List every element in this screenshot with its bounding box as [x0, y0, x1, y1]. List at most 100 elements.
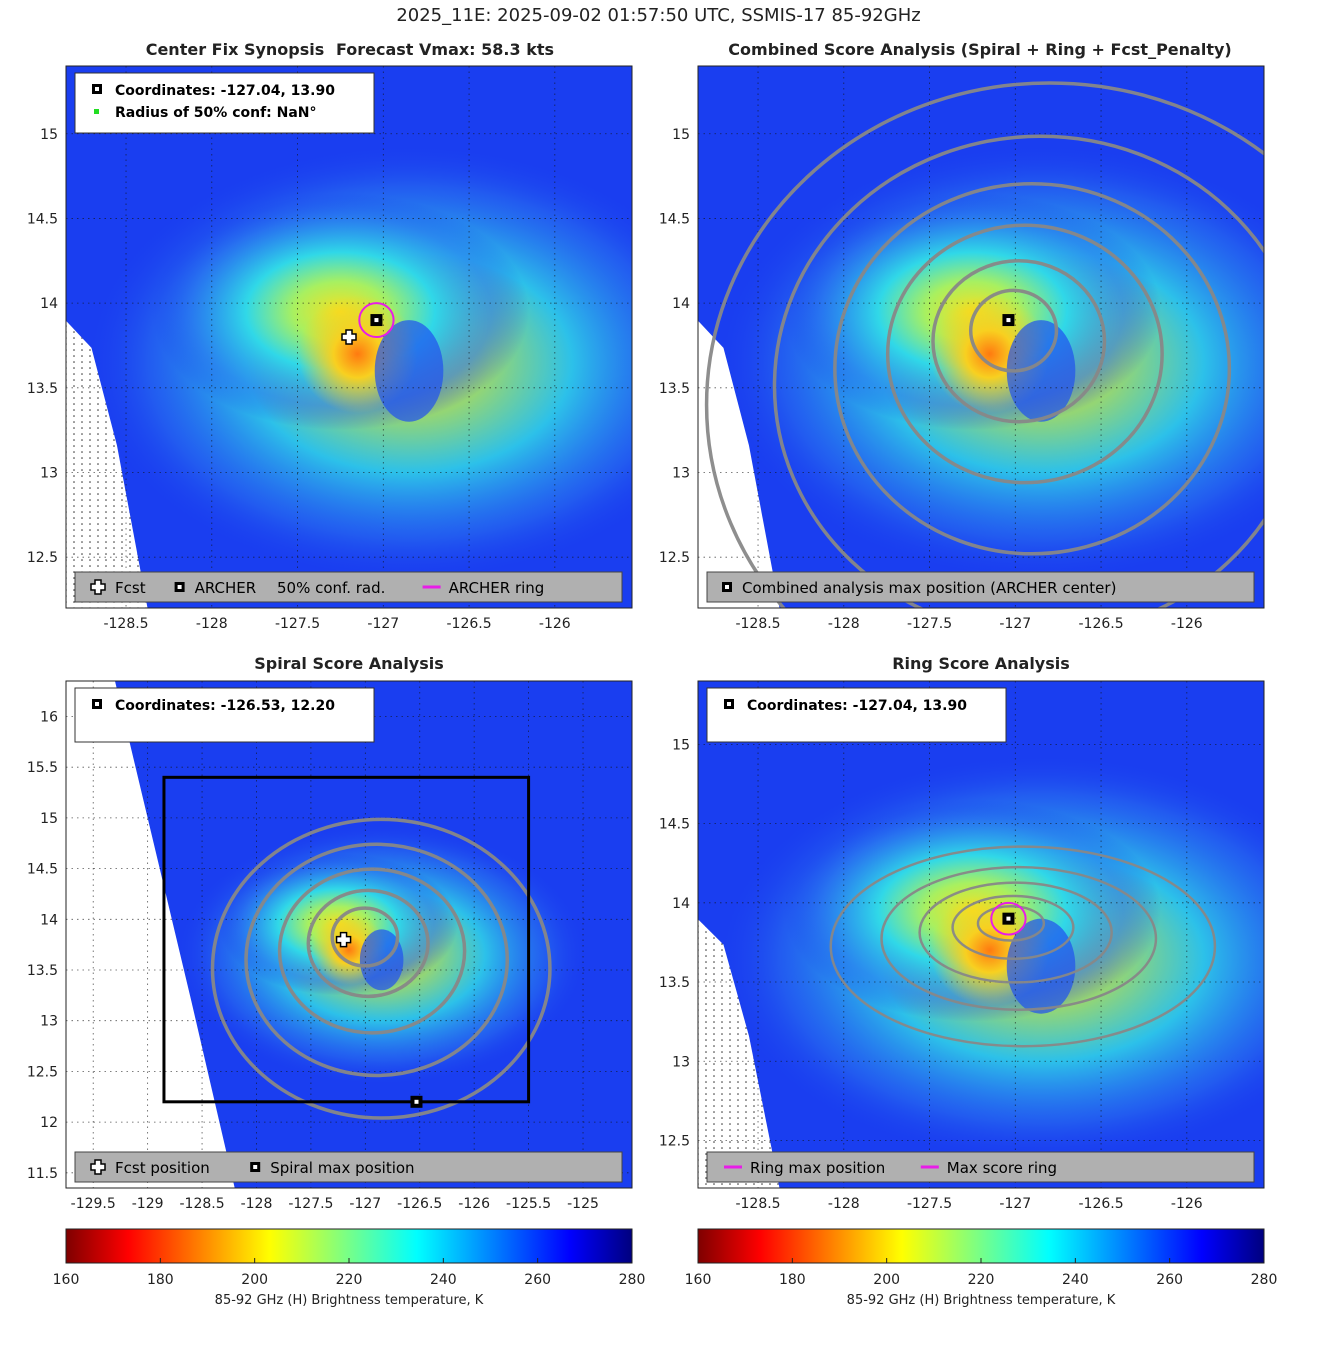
x-tick-label: -128.5 [179, 1196, 224, 1212]
x-tick-label: -128 [828, 1196, 860, 1212]
y-tick-label: 16 [40, 709, 58, 725]
legend-label: Fcst [115, 579, 146, 597]
panel-title-center-fix-right: Forecast Vmax: 58.3 kts [335, 40, 555, 59]
x-tick-label: -125 [567, 1196, 599, 1212]
x-tick-label: -127 [999, 1196, 1031, 1212]
max-position-marker-core [1006, 916, 1011, 921]
score-contours [210, 817, 552, 1120]
no-data-region [66, 681, 235, 1188]
contour-ring [704, 81, 1264, 608]
no-data-region [698, 320, 780, 608]
legend: Ring max position Max score ring [706, 1151, 1255, 1183]
search-box [162, 775, 531, 1104]
y-tick-label: 15.5 [27, 760, 58, 776]
legend: Fcst ARCHER 50% conf. rad. ARCHER ring [74, 571, 623, 603]
contour-ring [968, 288, 1059, 373]
x-tick-label: -127 [349, 1196, 381, 1212]
panel-combined: -128.5 -128 -127.5 -127 -126.5 -126 12.5 13 13.5… [659, 65, 1265, 632]
score-contours [829, 845, 1217, 1048]
plot-area-center_fix [66, 66, 632, 608]
x-tick-label: -128 [241, 1196, 273, 1212]
contour-ring [277, 867, 467, 1035]
y-tick-label: 15 [40, 127, 58, 143]
y-tick-label: 14.5 [27, 211, 58, 227]
y-tick-label: 14.5 [659, 211, 690, 227]
x-tick-label: -126.5 [446, 616, 491, 632]
info-line: Coordinates: -126.53, 12.20 [115, 698, 335, 714]
panel-title-ring: Ring Score Analysis [892, 654, 1070, 673]
info-line: Coordinates: -127.04, 13.90 [115, 83, 335, 99]
y-tick-label: 14.5 [659, 817, 690, 833]
legend-label: Ring max position [750, 1159, 885, 1177]
axes-frame [697, 680, 1265, 1189]
x-tick-label: -126 [458, 1196, 490, 1212]
y-tick-label: 12.5 [659, 1133, 690, 1149]
colorbar-tick-label: 160 [685, 1272, 712, 1288]
x-tick-label: -126 [539, 616, 571, 632]
y-tick-label: 13.5 [659, 381, 690, 397]
x-tick-label: -125.5 [506, 1196, 551, 1212]
legend-box [74, 1151, 623, 1183]
no-data-region [66, 320, 148, 608]
max-position-marker-core [414, 1099, 419, 1104]
contour-ring [931, 259, 1107, 424]
contour-ring [885, 223, 1164, 485]
colorbar-tick-label: 160 [53, 1272, 80, 1288]
contour-ring [918, 881, 1113, 984]
axes-frame [697, 65, 1265, 609]
legend-label: Fcst position [115, 1159, 210, 1177]
contour-ring [772, 134, 1264, 608]
panel-spiral: -129.5 -129 -128.5 -128 -127.5 -127 -126.5 -126… [27, 680, 633, 1212]
legend-label: 50% conf. rad. [277, 579, 385, 597]
y-tick-label: 13.5 [27, 963, 58, 979]
y-tick-label: 13.5 [659, 975, 690, 991]
archer-ring [358, 302, 395, 338]
no-data-region [698, 919, 780, 1188]
y-tick-label: 13.5 [27, 381, 58, 397]
axes-frame [65, 65, 633, 609]
info-dot-icon [94, 109, 99, 114]
x-tick-label: -128 [196, 616, 228, 632]
x-tick-label: -128.5 [103, 616, 148, 632]
legend-square-icon-core [177, 585, 182, 589]
colorbar-tick-label: 200 [241, 1272, 268, 1288]
eye-region [1006, 918, 1076, 1014]
y-tick-label: 15 [672, 127, 690, 143]
y-tick-label: 14 [40, 912, 58, 928]
x-tick-label: -128.5 [735, 1196, 780, 1212]
legend: Combined analysis max position (ARCHER c… [706, 571, 1255, 603]
colorbar-tick-label: 280 [619, 1272, 646, 1288]
legend-label: Combined analysis max position (ARCHER c… [742, 579, 1116, 597]
x-tick-label: -129 [132, 1196, 164, 1212]
colorbar-tick-label: 180 [147, 1272, 174, 1288]
colorbar-label: 85-92 GHz (H) Brightness temperature, K [847, 1293, 1116, 1308]
max-position-marker-core [1006, 318, 1011, 323]
y-tick-label: 13 [672, 1054, 690, 1070]
legend-label: ARCHER [195, 579, 257, 597]
legend-box [706, 571, 1255, 603]
info-line: Radius of 50% conf: NaN° [115, 105, 317, 121]
archer-ring [990, 901, 1027, 936]
legend-cross-icon [90, 1159, 106, 1175]
archer-center-marker-core [374, 318, 379, 323]
colorbar-tick-label: 240 [430, 1272, 457, 1288]
colorbar-gradient [697, 1228, 1265, 1264]
contour-ring [330, 906, 400, 968]
legend-label: Spiral max position [270, 1159, 414, 1177]
legend-label: ARCHER ring [449, 579, 545, 597]
x-tick-label: -127.5 [907, 1196, 952, 1212]
colorbar-tick-label: 260 [1156, 1272, 1183, 1288]
x-tick-label: -127.5 [275, 616, 320, 632]
panel-title-spiral: Spiral Score Analysis [254, 654, 444, 673]
x-tick-label: -127.5 [907, 616, 952, 632]
legend-cross-icon [90, 579, 106, 595]
legend-square-icon-core [725, 585, 729, 589]
contour-ring [829, 845, 1217, 1048]
x-tick-label: -126 [1171, 616, 1203, 632]
colorbar-0: 160 180 200 220 240 260 280 85-92 GHz (H) Brigh… [53, 1228, 646, 1308]
colorbar-tick-label: 180 [779, 1272, 806, 1288]
panel-title-center-fix-left: Center Fix Synopsis [145, 40, 325, 59]
fcst-position-marker [335, 931, 352, 948]
legend: Fcst position Spiral max position [74, 1151, 623, 1183]
score-contours [704, 81, 1264, 608]
